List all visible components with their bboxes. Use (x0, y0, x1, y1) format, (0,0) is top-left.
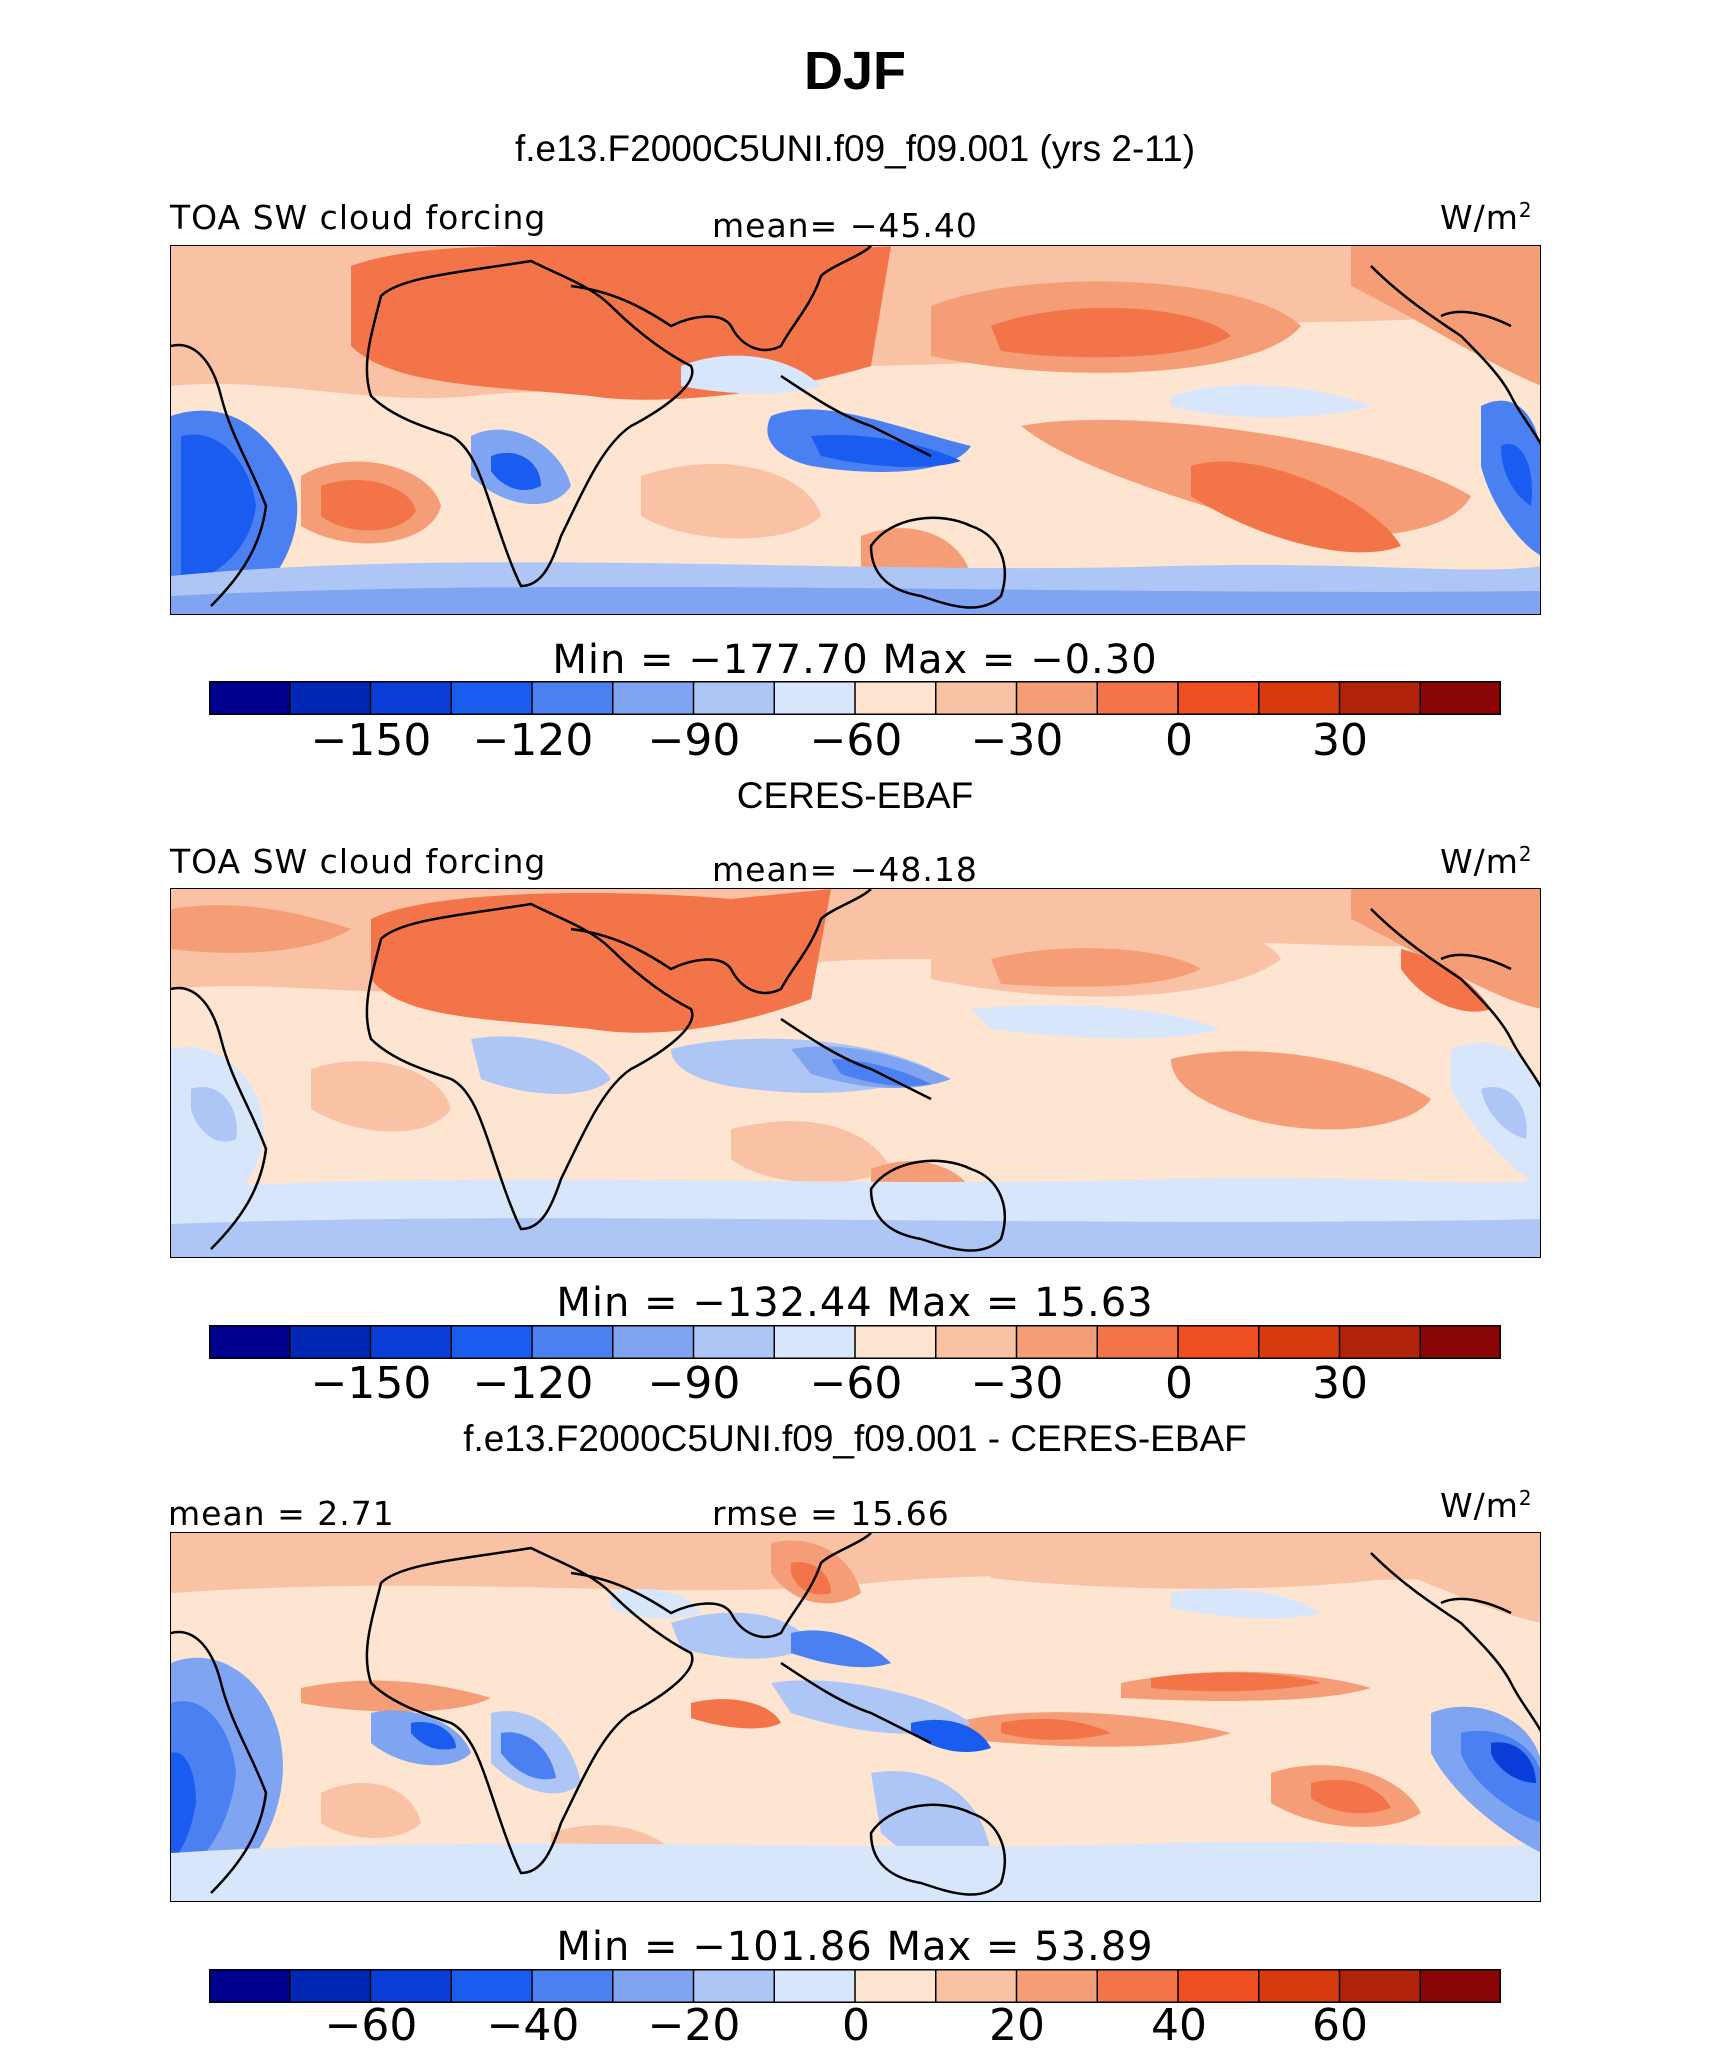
colorbar-swatch (531, 681, 614, 715)
colorbar-swatch (369, 681, 453, 715)
colorbar-border (209, 681, 1501, 715)
panel-1-mean-label: mean= −45.40 (712, 206, 978, 245)
colorbar-swatch (1258, 1969, 1341, 2003)
colorbar-swatch (935, 1325, 1018, 1359)
colorbar-swatch (1096, 1325, 1180, 1359)
colorbar-swatch (369, 1325, 453, 1359)
colorbar-swatch (1096, 1969, 1180, 2003)
colorbar-swatch (1015, 681, 1099, 715)
panel-1-tick: 0 (1165, 715, 1193, 766)
colorbar-swatch (1338, 1969, 1422, 2003)
colorbar-swatch (1338, 681, 1422, 715)
colorbar-swatch (1419, 1325, 1501, 1359)
colorbar-swatch (289, 1325, 372, 1359)
panel-3-mean-label: mean = 2.71 (168, 1494, 395, 1533)
panel-1-min-max: Min = −177.70 Max = −0.30 (552, 637, 1158, 683)
colorbar-swatch (773, 1325, 857, 1359)
panel-1-tick: −120 (472, 715, 594, 766)
colorbar-swatch (1258, 681, 1341, 715)
colorbar-swatch (450, 1969, 534, 2003)
panel-1-tick: −60 (809, 715, 903, 766)
page-title: DJF (803, 41, 906, 101)
panel-3-heading: f.e13.F2000C5UNI.f09_f09.001 - CERES-EBA… (463, 1418, 1247, 1459)
panel-1-map (170, 245, 1541, 615)
colorbar-swatch (854, 681, 937, 715)
panel-1-units: W/m2 (1440, 198, 1533, 237)
colorbar-swatch (1015, 1969, 1099, 2003)
panel-3-tick: −40 (486, 2000, 580, 2051)
panel-2-tick: 0 (1165, 1358, 1193, 1409)
colorbar-swatch (612, 681, 695, 715)
colorbar-swatch (1177, 1325, 1260, 1359)
panel-3-tick: 40 (1151, 2000, 1207, 2051)
colorbar-swatch (289, 681, 372, 715)
colorbar-swatch (289, 1969, 372, 2003)
colorbar-swatch (1177, 681, 1260, 715)
panel-3-tick: −20 (647, 2000, 741, 2051)
panel-2-tick: −150 (310, 1358, 432, 1409)
colorbar-swatch (854, 1969, 937, 2003)
panel-3-tick: −60 (324, 2000, 418, 2051)
panel-2-tick: −30 (970, 1358, 1064, 1409)
colorbar-swatch (1419, 681, 1501, 715)
colorbar-swatch (1096, 681, 1180, 715)
colorbar-swatch (612, 1969, 695, 2003)
panel-1-tick: 30 (1312, 715, 1368, 766)
panel-3-tick: 20 (989, 2000, 1045, 2051)
panel-1-colorbar (209, 681, 1501, 715)
panel-1-heading: f.e13.F2000C5UNI.f09_f09.001 (yrs 2-11) (514, 128, 1196, 169)
colorbar-swatch (450, 1325, 534, 1359)
colorbar-border (209, 1969, 1501, 2003)
colorbar-swatch (935, 681, 1018, 715)
colorbar-swatch (773, 1969, 857, 2003)
colorbar-swatch (1015, 1325, 1099, 1359)
panel-2-tick: −120 (472, 1358, 594, 1409)
panel-2-tick: −90 (647, 1358, 741, 1409)
colorbar-swatch (209, 1969, 291, 2003)
panel-3-tick: 60 (1312, 2000, 1368, 2051)
panel-3-units: W/m2 (1440, 1486, 1533, 1525)
panel-2-map (170, 888, 1541, 1258)
panel-2-left-label: TOA SW cloud forcing (170, 842, 547, 881)
colorbar-swatch (692, 1325, 776, 1359)
colorbar-swatch (369, 1969, 453, 2003)
colorbar-swatch (935, 1969, 1018, 2003)
panel-1-tick: −30 (970, 715, 1064, 766)
panel-1-tick: −90 (647, 715, 741, 766)
colorbar-border (209, 1325, 1501, 1359)
colorbar-swatch (854, 1325, 937, 1359)
colorbar-swatch (209, 1325, 291, 1359)
colorbar-swatch (1419, 1969, 1501, 2003)
colorbar-swatch (209, 681, 291, 715)
panel-1-tick: −150 (310, 715, 432, 766)
colorbar-swatch (1177, 1969, 1260, 2003)
panel-2-units: W/m2 (1440, 842, 1533, 881)
colorbar-swatch (450, 681, 534, 715)
panel-1-left-label: TOA SW cloud forcing (170, 198, 547, 237)
colorbar-swatch (1338, 1325, 1422, 1359)
colorbar-swatch (692, 1969, 776, 2003)
panel-2-colorbar (209, 1325, 1501, 1359)
panel-3-colorbar (209, 1969, 1501, 2003)
colorbar-swatch (531, 1325, 614, 1359)
panel-3-map (170, 1532, 1541, 1902)
panel-2-heading: CERES-EBAF (736, 775, 974, 816)
panel-2-mean-label: mean= −48.18 (712, 850, 978, 889)
panel-3-rmse-label: rmse = 15.66 (712, 1494, 950, 1533)
colorbar-swatch (612, 1325, 695, 1359)
colorbar-swatch (773, 681, 857, 715)
panel-3-tick: 0 (842, 2000, 870, 2051)
panel-3-min-max: Min = −101.86 Max = 53.89 (556, 1924, 1154, 1970)
panel-2-tick: −60 (809, 1358, 903, 1409)
panel-2-tick: 30 (1312, 1358, 1368, 1409)
panel-2-min-max: Min = −132.44 Max = 15.63 (556, 1280, 1154, 1326)
colorbar-swatch (1258, 1325, 1341, 1359)
colorbar-swatch (531, 1969, 614, 2003)
colorbar-swatch (692, 681, 776, 715)
